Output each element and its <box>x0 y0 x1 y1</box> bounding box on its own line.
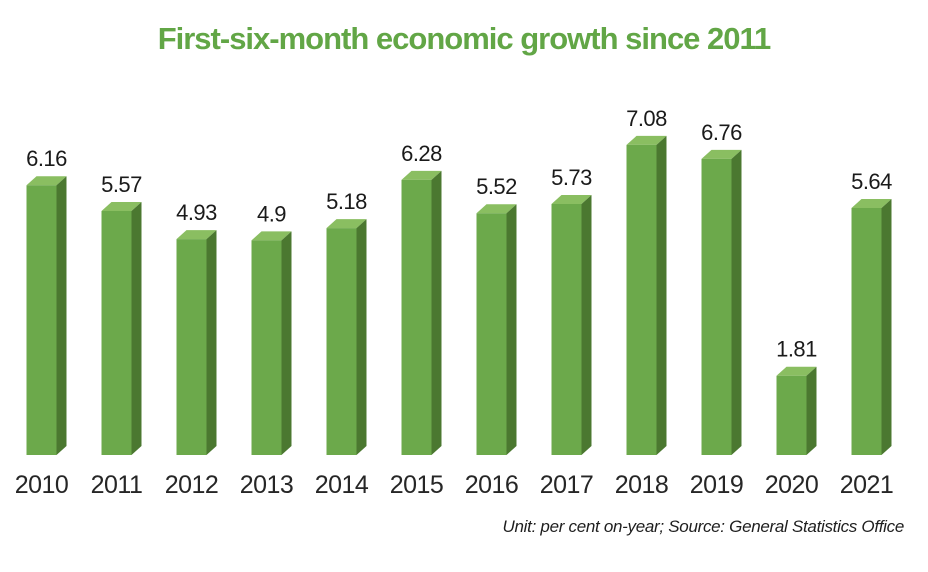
value-label-2019: 6.76 <box>701 120 742 145</box>
x-axis-label-2010: 2010 <box>14 471 69 499</box>
x-axis-labels: 2010 2011 2012 2013 2014 2015 2016 2017 2018 2019… <box>0 468 928 502</box>
value-label-2020: 1.81 <box>776 337 817 362</box>
bar-2012: 4.93 <box>176 200 218 455</box>
value-label-2012: 4.93 <box>176 200 217 225</box>
x-axis-label-2017: 2017 <box>539 471 594 499</box>
value-label-2010: 6.16 <box>26 146 67 171</box>
x-axis-label-2011: 2011 <box>90 471 143 499</box>
x-axis-label-2013: 2013 <box>239 471 294 499</box>
bar-2021: 5.64 <box>851 169 893 455</box>
bar-2014: 5.18 <box>326 189 368 455</box>
x-axis-label-2020: 2020 <box>764 471 819 499</box>
bar-2020: 1.81 <box>776 337 818 455</box>
value-label-2016: 5.52 <box>476 174 517 199</box>
x-axis-label-2015: 2015 <box>389 471 444 499</box>
bar-2013: 4.9 <box>251 201 292 455</box>
bar-2011: 5.57 <box>101 172 143 455</box>
chart-title: First-six-month economic growth since 20… <box>157 21 772 56</box>
value-label-2014: 5.18 <box>326 189 367 214</box>
bar-2015: 6.28 <box>401 141 443 455</box>
bar-2018: 7.08 <box>626 106 668 455</box>
x-axis-label-2016: 2016 <box>464 471 519 499</box>
x-axis-label-2019: 2019 <box>689 471 744 499</box>
x-axis-label-2014: 2014 <box>314 471 369 499</box>
value-label-2013: 4.9 <box>257 201 286 226</box>
value-label-2021: 5.64 <box>851 169 892 194</box>
value-label-2011: 5.57 <box>101 172 142 197</box>
bar-2019: 6.76 <box>701 120 743 456</box>
bar-2016: 5.52 <box>476 174 518 455</box>
bar-2010: 6.16 <box>26 146 68 455</box>
value-label-2015: 6.28 <box>401 141 442 166</box>
x-axis-label-2018: 2018 <box>614 471 669 499</box>
x-axis-label-2021: 2021 <box>839 471 894 499</box>
bar-2017: 5.73 <box>551 165 593 455</box>
bar-plot: 6.16 5.57 4.93 4.9 5.18 6.28 5.52 5.73 7.08 6.76 1… <box>26 106 893 456</box>
value-label-2018: 7.08 <box>626 106 667 131</box>
x-axis-label-2012: 2012 <box>164 471 219 499</box>
value-label-2017: 5.73 <box>551 165 592 190</box>
source-note: Unit: per cent on-year; Source: General … <box>502 517 905 536</box>
